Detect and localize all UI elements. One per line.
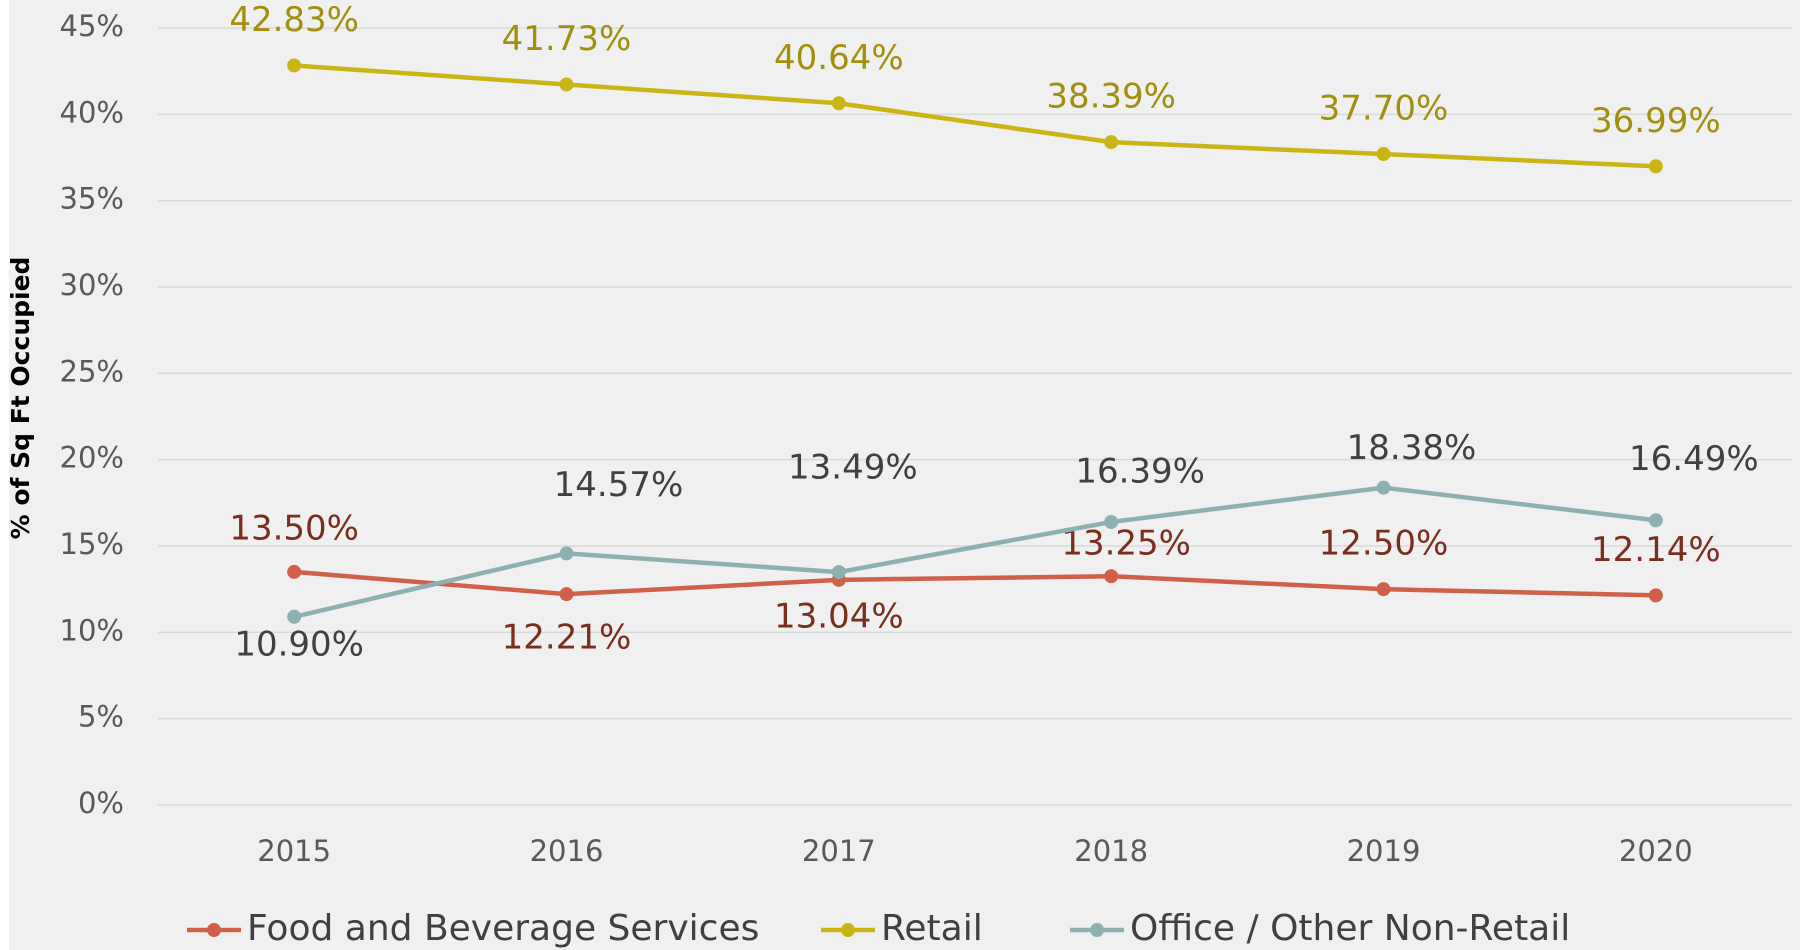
point [559, 77, 574, 92]
data-label: 42.83% [229, 0, 359, 40]
data-label: 41.73% [502, 19, 632, 59]
y-tick-label: 25% [60, 354, 124, 388]
point [1648, 513, 1663, 528]
point [1648, 159, 1663, 174]
y-tick-label: 30% [60, 268, 124, 302]
point [1376, 147, 1391, 162]
data-label: 13.50% [229, 508, 359, 548]
series-line [294, 63, 1656, 169]
data-label: 13.25% [1061, 524, 1191, 564]
point [559, 587, 574, 602]
legend-label: Office / Other Non-Retail [1130, 908, 1570, 949]
data-label: 14.57% [554, 465, 684, 505]
y-tick-label: 15% [60, 527, 124, 561]
legend-label: Food and Beverage Services [247, 908, 759, 949]
y-tick-label: 10% [60, 613, 124, 647]
point [1104, 514, 1119, 529]
point [1104, 569, 1119, 584]
x-tick-label: 2020 [1619, 834, 1693, 868]
x-tick-label: 2018 [1074, 834, 1148, 868]
point [831, 565, 846, 580]
y-tick-label: 45% [60, 9, 124, 43]
point [287, 58, 302, 73]
y-tick-label: 35% [60, 182, 124, 216]
data-label: 10.90% [234, 624, 364, 664]
data-label: 18.38% [1347, 428, 1477, 468]
data-label: 40.64% [774, 38, 904, 78]
x-tick-label: 2016 [530, 834, 604, 868]
point [1648, 588, 1663, 603]
data-label: 13.49% [788, 448, 918, 488]
legend-label: Retail [881, 908, 983, 949]
y-axis-label: % of Sq Ft Occupied [6, 257, 35, 540]
x-tick-label: 2017 [802, 834, 876, 868]
data-label: 36.99% [1591, 101, 1721, 141]
point [1104, 135, 1119, 150]
point [559, 546, 574, 561]
data-label: 12.50% [1319, 524, 1449, 564]
x-tick-label: 2019 [1347, 834, 1421, 868]
data-label: 13.04% [774, 596, 904, 636]
legend-marker [841, 923, 855, 937]
y-tick-label: 20% [60, 441, 124, 475]
point [287, 564, 302, 579]
legend-marker [1090, 923, 1104, 937]
point [287, 609, 302, 624]
data-label: 37.70% [1319, 89, 1449, 129]
point [831, 96, 846, 111]
data-label: 16.39% [1075, 451, 1205, 491]
point [1376, 480, 1391, 495]
data-label: 12.14% [1591, 530, 1721, 570]
series-line [293, 485, 1657, 619]
series-line [293, 569, 1656, 598]
legend-marker [207, 923, 221, 937]
y-tick-label: 40% [60, 95, 124, 129]
data-label: 12.21% [502, 618, 632, 658]
data-label: 16.49% [1629, 439, 1759, 479]
point [1376, 582, 1391, 597]
y-tick-label: 0% [78, 786, 124, 820]
x-tick-label: 2015 [257, 834, 331, 868]
y-tick-label: 5% [78, 700, 124, 734]
data-label: 38.39% [1046, 77, 1176, 117]
